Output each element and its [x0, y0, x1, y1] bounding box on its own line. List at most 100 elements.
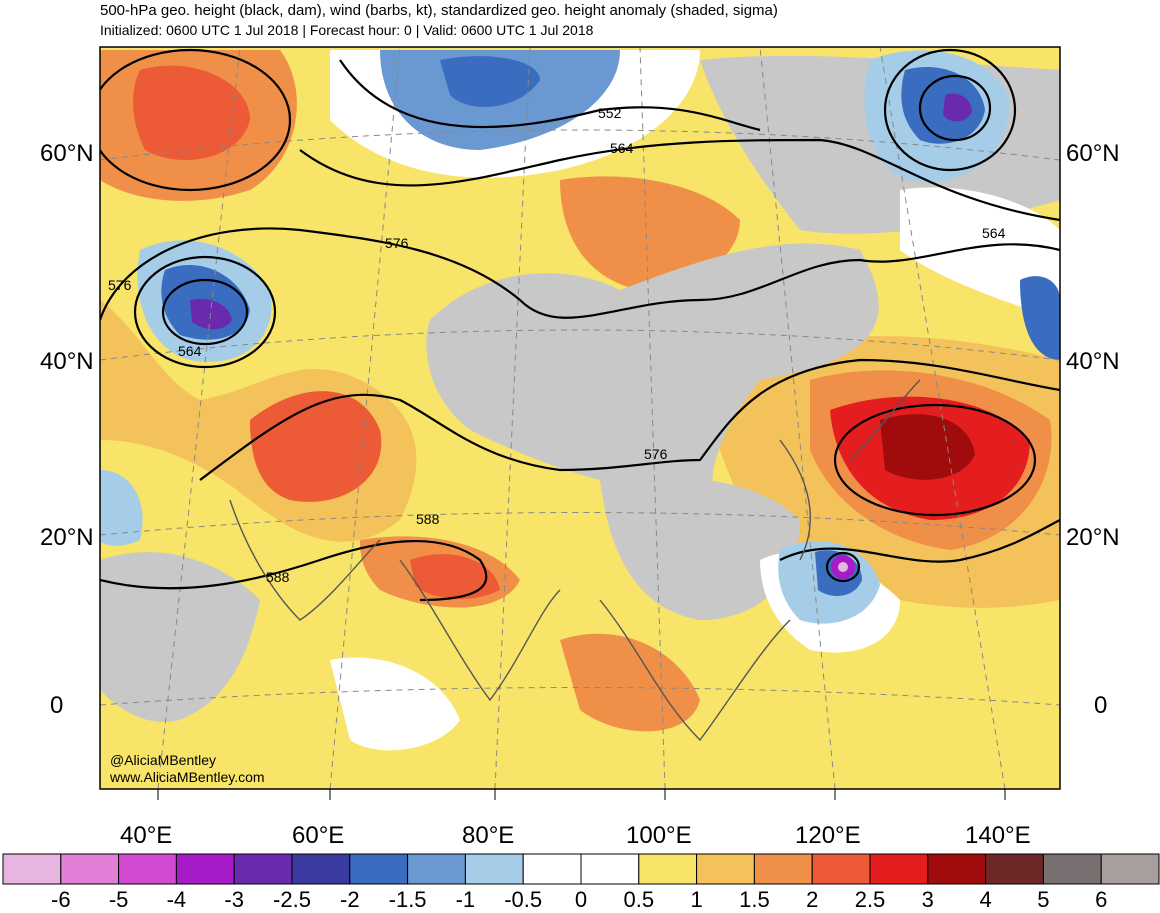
colorbar-box	[580, 853, 640, 885]
anomaly-area-caspian-low-core	[190, 298, 232, 330]
contour-label: 552	[598, 105, 622, 121]
contour-typhoon	[825, 551, 861, 583]
anomaly-area-siberia	[560, 176, 740, 290]
colorbar-box	[175, 853, 235, 885]
colorbar-label: 1.5	[739, 887, 770, 912]
gridline-lon-100	[639, 47, 666, 789]
lat-label-20-right: 20°N	[1066, 524, 1120, 551]
anomaly-area-okhotsk-low-core	[943, 93, 972, 122]
gridline-lon-40	[157, 47, 241, 789]
contour-low-caspian-inner	[161, 278, 249, 346]
colorbar-label: 2.5	[854, 887, 886, 912]
colorbar-label: -4	[166, 887, 187, 912]
contour-label: 564	[610, 140, 634, 156]
graticule	[100, 47, 1060, 789]
colorbar-label: 6	[1095, 887, 1108, 912]
map-frame	[99, 46, 1061, 790]
colorbar-label: -1.5	[388, 887, 427, 912]
lon-label-120: 120°E	[795, 822, 861, 849]
gridline-lon-120	[759, 47, 836, 789]
coast-east-asia	[779, 439, 812, 561]
colorbar-label: 3	[921, 887, 934, 912]
colorbar-box	[985, 853, 1044, 885]
colorbar-label: -1	[455, 887, 476, 912]
contour-label: 564	[178, 343, 202, 359]
colorbar-box	[753, 853, 813, 885]
colorbar-box	[638, 853, 698, 885]
colorbar-label: -6	[51, 887, 71, 912]
contour-label: 576	[644, 446, 668, 462]
colorbar-box	[291, 853, 351, 885]
colorbar-label: -2	[340, 887, 360, 912]
colorbar-label: 0.5	[623, 887, 655, 912]
contour-labels: 552 564 564 576 576 564 576 588 588	[108, 105, 1006, 585]
coast-japan	[849, 379, 921, 461]
colorbar-label: 5	[1037, 887, 1050, 912]
coast-se-asia	[599, 599, 791, 742]
colorbar-box	[464, 853, 524, 885]
colorbar-box	[233, 853, 293, 885]
contour-564-north	[299, 138, 1060, 222]
contour-576-south	[199, 358, 1060, 481]
colorbar-label: 4	[979, 887, 992, 912]
colorbar-box	[869, 853, 929, 885]
colorbar-box	[60, 853, 120, 885]
anomaly-area-neutral-indian-ocean	[330, 657, 460, 751]
contour-588-east	[779, 519, 1060, 563]
contour-high-scandinavia	[100, 48, 292, 192]
colorbar-box	[349, 853, 409, 885]
colorbar-label: 0	[574, 887, 588, 912]
lat-label-20-left: 20°N	[40, 524, 94, 551]
credit: @AliciaMBentley www.AliciaMBentley.com	[110, 752, 265, 786]
lon-label-40: 40°E	[120, 822, 173, 849]
contour-label: 588	[416, 511, 440, 527]
contour-low-okhotsk	[883, 48, 1017, 172]
lat-label-40-left: 40°N	[40, 348, 94, 375]
coast-india	[399, 559, 561, 702]
colorbar-label: 1	[690, 887, 703, 912]
colorbar-label: 2	[806, 887, 819, 912]
lon-ticks	[157, 789, 1006, 800]
contour-552	[339, 59, 761, 132]
colorbar-box	[2, 853, 62, 885]
contour-576-main	[100, 227, 1060, 321]
contour-high-japan	[833, 403, 1037, 517]
lon-label-140: 140°E	[965, 822, 1031, 849]
colorbar-box	[118, 853, 177, 885]
colorbar-label: -0.5	[504, 887, 543, 912]
colorbar-label: -3	[224, 887, 244, 912]
contour-low-okhotsk-inner	[918, 74, 992, 142]
colorbar-box	[1100, 853, 1160, 885]
anomaly-area-africa-grey	[100, 552, 260, 723]
coastlines	[229, 379, 921, 742]
gridline-lon-140	[879, 47, 1006, 789]
colorbar	[2, 853, 1160, 885]
lon-label-100: 100°E	[626, 822, 692, 849]
colorbar-box	[522, 853, 582, 885]
map-title: 500-hPa geo. height (black, dam), wind (…	[100, 2, 778, 19]
contour-label: 588	[266, 569, 290, 585]
colorbar-box	[811, 853, 871, 885]
colorbar-box	[407, 853, 466, 885]
height-contours	[100, 48, 1060, 602]
anomaly-area-india-core	[410, 554, 500, 600]
colorbar-label: -2.5	[273, 887, 311, 912]
gridline-lon-60	[329, 47, 401, 789]
colorbar-label: -5	[108, 887, 129, 912]
contour-label: 564	[982, 225, 1006, 241]
credit-handle: @AliciaMBentley	[110, 752, 217, 768]
lon-label-60: 60°E	[292, 822, 345, 849]
anomaly-area-china-grey	[600, 476, 800, 620]
lat-label-0-left: 0	[50, 692, 64, 719]
lat-label-40-right: 40°N	[1066, 348, 1120, 375]
anomaly-area-africa-neutral	[100, 470, 143, 546]
lat-label-60-left: 60°N	[40, 140, 94, 167]
colorbar-box	[1042, 853, 1102, 885]
coast-arabia	[229, 499, 381, 621]
contour-label: 576	[108, 277, 132, 293]
colorbar-box	[927, 853, 987, 885]
anomaly-area-arabia	[250, 391, 382, 502]
colorbar-box	[696, 853, 755, 885]
anomaly-area-indochina	[560, 633, 700, 732]
anomaly-area-pacific-low	[1020, 276, 1060, 360]
